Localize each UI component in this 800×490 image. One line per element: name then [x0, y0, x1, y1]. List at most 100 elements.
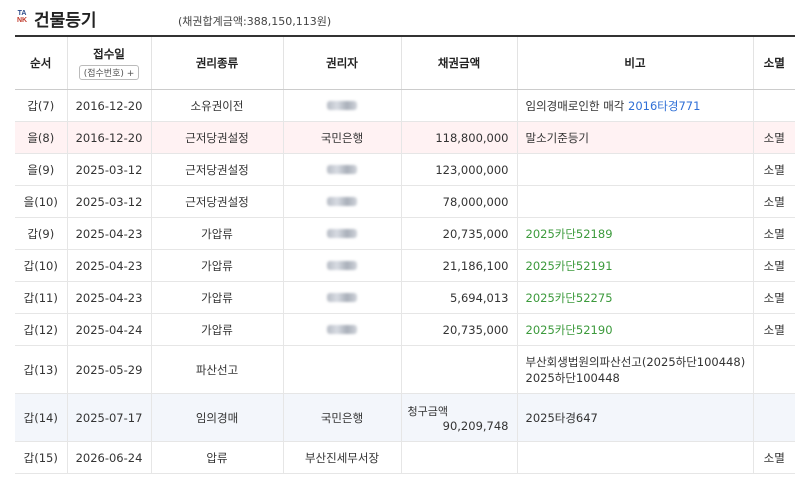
row-note: [517, 441, 754, 474]
row-kind: 가압류: [151, 217, 284, 250]
row-status: 소멸: [753, 185, 795, 218]
row-status: 소멸: [753, 313, 795, 346]
registry-table: 순서 접수일 (접수번호) + 권리종류 권리자 채권금액 비고 소멸 갑(7)…: [15, 35, 795, 474]
case-number-link[interactable]: 2025카단52189: [525, 226, 613, 241]
case-number-link[interactable]: 2016타경771: [628, 98, 701, 113]
row-note: [517, 153, 754, 186]
col-date: 접수일 (접수번호) +: [67, 35, 152, 90]
row-amount: [401, 345, 518, 394]
row-status: 소멸: [753, 121, 795, 154]
row-status: 소멸: [753, 249, 795, 282]
row-status: [753, 89, 795, 122]
redacted-holder-name: [327, 228, 357, 238]
row-note: 2025카단52190: [517, 313, 754, 346]
table-row: 갑(11) 2025-04-23 가압류 5,694,013 2025카단52275 소멸: [15, 281, 795, 314]
row-date: 2016-12-20: [67, 121, 152, 154]
total-claim-amount: (채권합계금액:388,150,113원): [178, 15, 332, 28]
case-number-link[interactable]: 2025카단52191: [525, 258, 613, 273]
col-holder: 권리자: [283, 35, 402, 90]
row-order: 을(9): [15, 153, 68, 186]
row-holder: [283, 345, 402, 394]
row-date: 2025-07-17: [67, 393, 152, 442]
row-date: 2025-04-23: [67, 249, 152, 282]
row-status: 소멸: [753, 217, 795, 250]
note-text: 2025타경647: [525, 410, 598, 425]
row-date: 2025-04-23: [67, 281, 152, 314]
row-holder: [283, 313, 402, 346]
col-amount: 채권금액: [401, 35, 518, 90]
row-kind: 파산선고: [151, 345, 284, 394]
row-status: [753, 345, 795, 394]
row-note: 2025카단52275: [517, 281, 754, 314]
row-status: 소멸: [753, 153, 795, 186]
table-row: 갑(10) 2025-04-23 가압류 21,186,100 2025카단52191 소…: [15, 249, 795, 282]
row-status: 소멸: [753, 441, 795, 474]
table-row: 을(10) 2025-03-12 근저당권설정 78,000,000 소멸: [15, 185, 795, 218]
row-date: 2025-04-24: [67, 313, 152, 346]
row-date: 2025-03-12: [67, 185, 152, 218]
col-order: 순서: [15, 35, 68, 90]
row-amount: 21,186,100: [401, 249, 518, 282]
row-amount: 청구금액 90,209,748: [401, 393, 518, 442]
row-order: 갑(15): [15, 441, 68, 474]
row-holder: [283, 153, 402, 186]
row-holder: 부산진세무서장: [283, 441, 402, 474]
row-date: 2026-06-24: [67, 441, 152, 474]
table-row: 갑(12) 2025-04-24 가압류 20,735,000 2025카단52190 소…: [15, 313, 795, 346]
col-note: 비고: [517, 35, 754, 90]
redacted-holder-name: [327, 260, 357, 270]
redacted-holder-name: [327, 164, 357, 174]
row-amount: [401, 441, 518, 474]
redacted-holder-name: [327, 292, 357, 302]
table-row: 갑(9) 2025-04-23 가압류 20,735,000 2025카단52189 소멸: [15, 217, 795, 250]
row-amount: [401, 89, 518, 122]
table-row: 을(8) 2016-12-20 근저당권설정 국민은행 118,800,000 말소기준등…: [15, 121, 795, 154]
row-order: 을(10): [15, 185, 68, 218]
table-row: 갑(7) 2016-12-20 소유권이전 임의경매로인한 매각 2016타경771: [15, 89, 795, 122]
row-order: 갑(9): [15, 217, 68, 250]
row-note: 임의경매로인한 매각 2016타경771: [517, 89, 754, 122]
row-order: 갑(13): [15, 345, 68, 394]
row-holder: [283, 89, 402, 122]
table-header-row: 순서 접수일 (접수번호) + 권리종류 권리자 채권금액 비고 소멸: [15, 35, 795, 90]
row-holder: [283, 281, 402, 314]
case-number-link[interactable]: 2025카단52275: [525, 290, 613, 305]
row-note: 말소기준등기: [517, 121, 754, 154]
row-kind: 근저당권설정: [151, 121, 284, 154]
col-date-label: 접수일: [93, 47, 125, 61]
row-holder: [283, 185, 402, 218]
row-amount: 20,735,000: [401, 217, 518, 250]
table-row: 갑(13) 2025-05-29 파산선고 부산회생법원의파산선고(2025하단100…: [15, 345, 795, 394]
note-text: 임의경매로인한 매각: [525, 98, 629, 113]
row-order: 갑(11): [15, 281, 68, 314]
amount-label: 청구금액: [407, 404, 448, 418]
amount-value: 90,209,748: [442, 418, 509, 433]
redacted-holder-name: [327, 196, 357, 206]
row-amount: 20,735,000: [401, 313, 518, 346]
row-holder: [283, 249, 402, 282]
row-order: 갑(10): [15, 249, 68, 282]
row-kind: 근저당권설정: [151, 153, 284, 186]
case-number-link[interactable]: 2025카단52190: [525, 322, 613, 337]
row-order: 갑(7): [15, 89, 68, 122]
row-note: [517, 185, 754, 218]
row-kind: 가압류: [151, 313, 284, 346]
row-date: 2025-03-12: [67, 153, 152, 186]
row-holder: [283, 217, 402, 250]
note-text: 말소기준등기: [525, 130, 589, 145]
toggle-receipt-number-button[interactable]: (접수번호) +: [78, 65, 140, 80]
row-order: 갑(14): [15, 393, 68, 442]
row-kind: 가압류: [151, 281, 284, 314]
row-amount: 118,800,000: [401, 121, 518, 154]
table-row: 갑(15) 2026-06-24 압류 부산진세무서장 소멸: [15, 441, 795, 474]
page-title: 건물등기: [34, 11, 97, 31]
note-text-line2: 2025하단100448: [525, 370, 620, 385]
row-note: 부산회생법원의파산선고(2025하단100448) 2025하단100448: [517, 345, 754, 394]
row-amount: 78,000,000: [401, 185, 518, 218]
tank-logo-icon: TA NK: [14, 9, 30, 25]
row-kind: 근저당권설정: [151, 185, 284, 218]
row-order: 갑(12): [15, 313, 68, 346]
table-row: 을(9) 2025-03-12 근저당권설정 123,000,000 소멸: [15, 153, 795, 186]
row-kind: 소유권이전: [151, 89, 284, 122]
row-order: 을(8): [15, 121, 68, 154]
